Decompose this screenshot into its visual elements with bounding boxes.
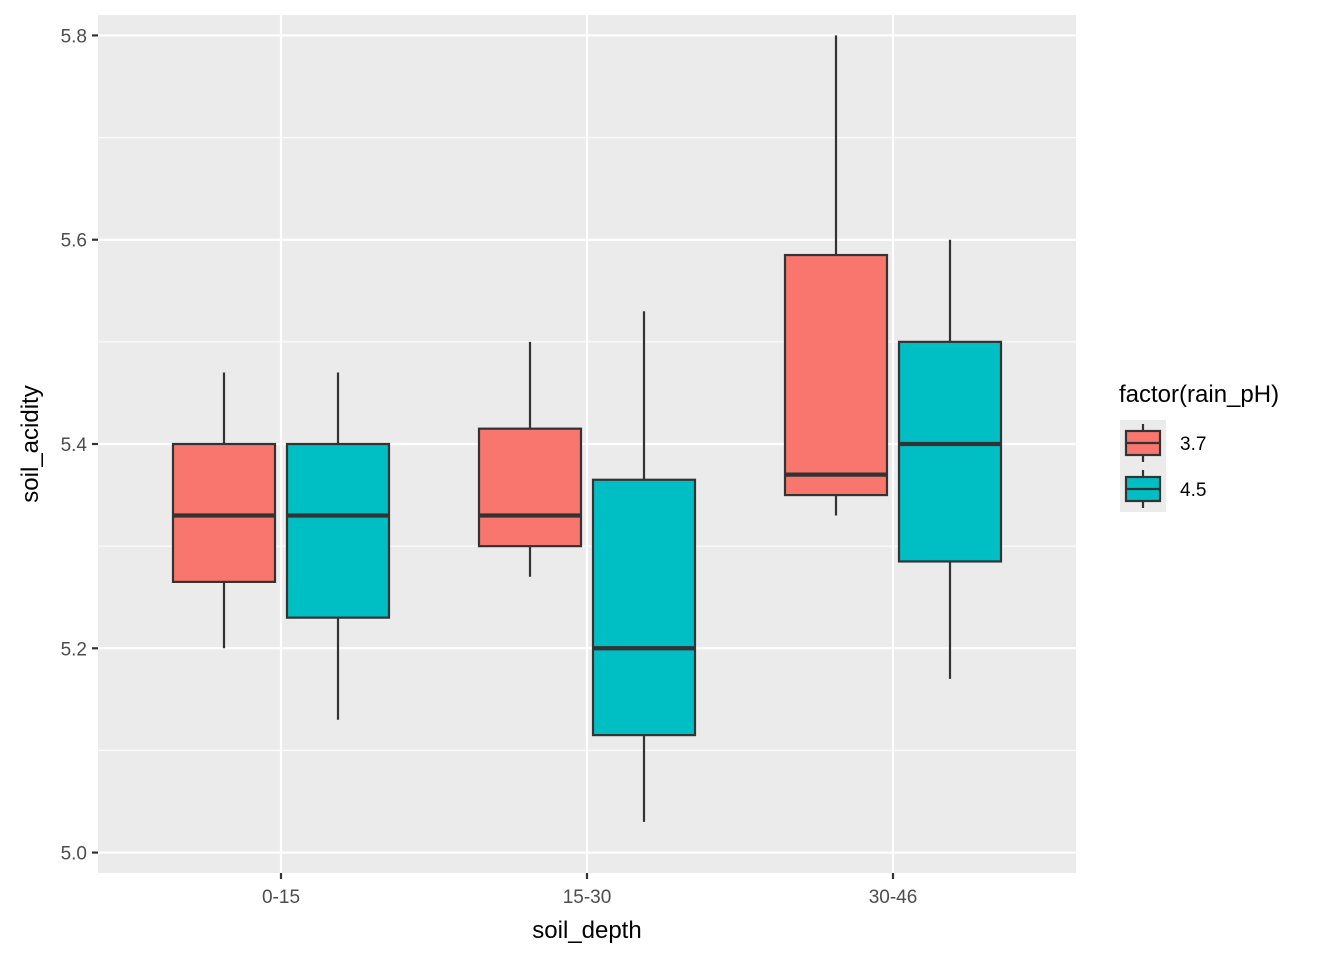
box-iqr	[783, 253, 889, 497]
legend-key-3.7: 3.7	[1120, 420, 1206, 466]
y-axis-title: soil_acidity	[17, 385, 44, 502]
x-axis-title: soil_depth	[532, 917, 641, 944]
box-4.5-30-46	[897, 239, 1003, 679]
x-tick-label: 15-30	[563, 887, 612, 908]
x-tick-label: 0-15	[262, 887, 300, 908]
legend: factor(rain_pH) 3.7 4.5	[1119, 381, 1279, 512]
y-tick-label: 5.2	[61, 639, 87, 660]
box-iqr	[591, 478, 697, 737]
box-4.5-15-30	[591, 311, 697, 822]
legend-key-4.5: 4.5	[1120, 466, 1206, 512]
box-layer	[171, 35, 1003, 822]
y-tick-label: 5.6	[61, 231, 87, 252]
box-iqr	[477, 427, 583, 548]
box-iqr	[171, 442, 277, 583]
legend-label: 3.7	[1180, 434, 1206, 455]
y-axis: 5.0 5.2 5.4 5.6 5.8	[61, 26, 98, 865]
y-tick-label: 5.0	[61, 844, 87, 865]
legend-label: 4.5	[1180, 480, 1206, 501]
box-iqr	[897, 340, 1003, 563]
y-tick-label: 5.4	[61, 435, 88, 456]
legend-title: factor(rain_pH)	[1119, 381, 1279, 408]
box-3.7-30-46	[783, 35, 889, 516]
box-4.5-0-15	[285, 372, 391, 720]
box-iqr	[285, 442, 391, 619]
x-tick-label: 30-46	[869, 887, 918, 908]
y-tick-label: 5.8	[61, 26, 87, 47]
x-axis: 0-15 15-30 30-46	[262, 873, 917, 908]
box-3.7-15-30	[477, 341, 583, 577]
box-3.7-0-15	[171, 372, 277, 649]
